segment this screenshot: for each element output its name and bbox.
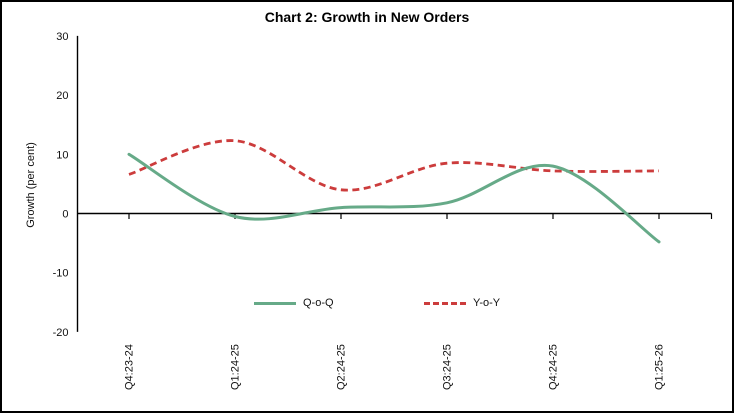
x-tick-label: Q1:24-25 [230,344,242,390]
y-tick-label: 0 [62,209,68,221]
chart-title: Chart 2: Growth in New Orders [264,9,470,25]
y-tick-label: 20 [56,90,68,102]
y-tick-label: -20 [53,327,69,339]
yoy-line [128,139,660,192]
x-tick-label: Q3:24-25 [442,344,454,390]
legend-label-qoq: Q-o-Q [303,297,334,309]
y-tick-label: 30 [56,31,68,43]
y-tick-label: 10 [56,149,68,161]
x-tick-label: Q4:23-24 [124,344,136,390]
x-tick-label: Q4:24-25 [548,344,560,390]
yoy-line-swatch [424,301,466,305]
qoq-line-swatch [254,301,296,305]
x-tick-label: Q2:24-25 [336,344,348,390]
legend-item-qoq: Q-o-Q [254,297,334,309]
y-tick-label: -10 [53,268,69,280]
legend-label-yoy: Y-o-Y [473,297,501,309]
x-tick-label: Q1:25-26 [654,344,666,390]
legend-item-yoy: Y-o-Y [424,297,500,309]
qoq-line [127,152,661,244]
